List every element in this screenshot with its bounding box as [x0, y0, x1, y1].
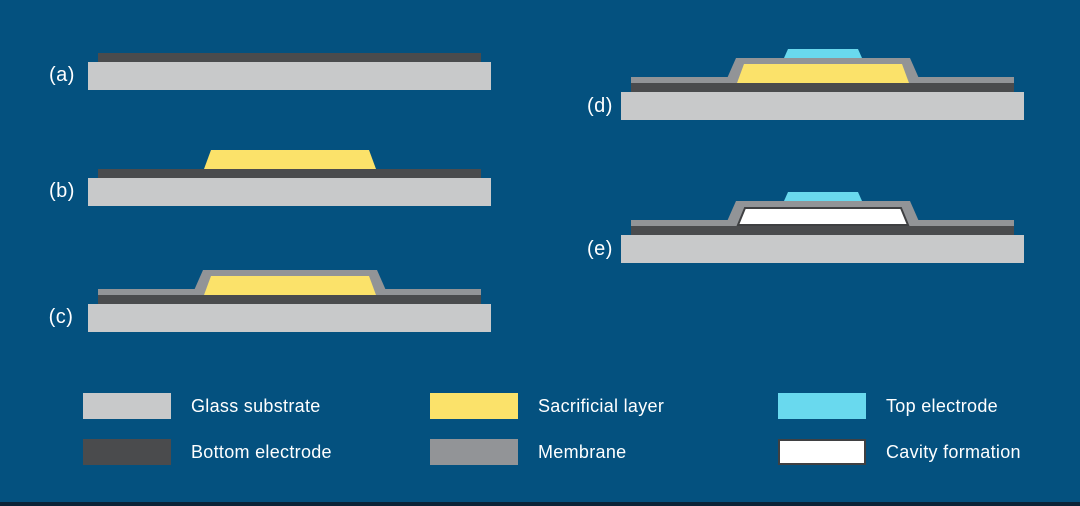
legend-item-top-electrode: Top electrode: [778, 393, 998, 419]
sacrificial-layer-shape: [204, 276, 376, 295]
top-electrode-shape: [784, 192, 862, 201]
bottom-electrode-swatch: [83, 439, 171, 465]
cavity-formation-swatch: [778, 439, 866, 465]
step-a-diagram: [88, 53, 491, 90]
legend-item-cavity-formation: Cavity formation: [778, 439, 1021, 465]
bottom-electrode-layer: [631, 83, 1014, 92]
top-electrode-shape: [784, 49, 862, 58]
step-c-label: (c): [48, 306, 74, 328]
legend-item-membrane: Membrane: [430, 439, 626, 465]
glass-substrate-layer: [88, 178, 491, 206]
step-a-label: (a): [49, 64, 75, 86]
sacrificial-layer-shape: [204, 150, 376, 169]
glass-substrate-layer: [621, 92, 1024, 120]
glass-substrate-layer: [88, 304, 491, 332]
legend-label-glass-substrate: Glass substrate: [191, 395, 321, 416]
legend-item-sacrificial-layer: Sacrificial layer: [430, 393, 664, 419]
cavity-shape: [736, 207, 910, 226]
step-b-label: (b): [49, 180, 75, 202]
legend-label-cavity-formation: Cavity formation: [886, 441, 1021, 462]
step-e-diagram: [621, 192, 1024, 263]
bottom-electrode-layer: [631, 226, 1014, 235]
bottom-electrode-layer: [98, 295, 481, 304]
sacrificial-layer-swatch: [430, 393, 518, 419]
legend-item-glass-substrate: Glass substrate: [83, 393, 321, 419]
bottom-electrode-layer: [98, 169, 481, 178]
legend-item-bottom-electrode: Bottom electrode: [83, 439, 332, 465]
step-e-label: (e): [587, 238, 613, 260]
step-b-diagram: [88, 150, 491, 206]
step-d-label: (d): [587, 95, 613, 117]
membrane-swatch: [430, 439, 518, 465]
glass-substrate-swatch: [83, 393, 171, 419]
glass-substrate-layer: [88, 62, 491, 90]
legend-label-top-electrode: Top electrode: [886, 395, 998, 416]
legend-label-bottom-electrode: Bottom electrode: [191, 441, 332, 462]
step-d-diagram: [621, 49, 1024, 120]
step-c-diagram: [88, 270, 491, 332]
legend-label-sacrificial-layer: Sacrificial layer: [538, 395, 665, 416]
bottom-electrode-layer: [98, 53, 481, 62]
top-electrode-swatch: [778, 393, 866, 419]
sacrificial-layer-shape: [737, 64, 909, 83]
glass-substrate-layer: [621, 235, 1024, 263]
footer-bar: [0, 502, 1080, 506]
legend-label-membrane: Membrane: [538, 441, 627, 462]
